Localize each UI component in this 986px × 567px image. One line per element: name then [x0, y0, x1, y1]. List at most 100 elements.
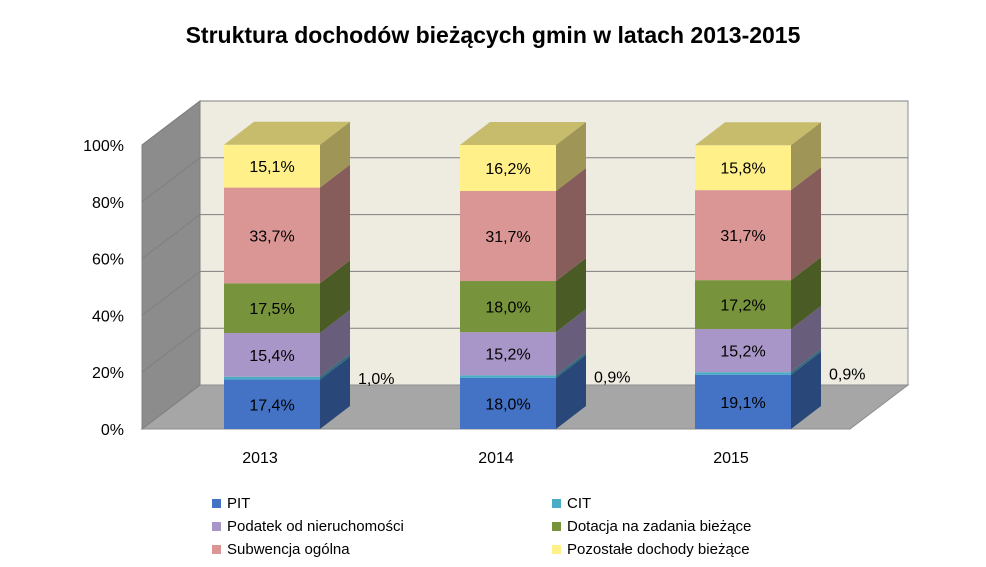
bar-front: [224, 333, 320, 377]
bar-top: [460, 122, 586, 145]
bar-side: [791, 349, 821, 375]
bar-side: [320, 353, 350, 380]
data-label: 19,1%: [720, 395, 765, 412]
legend-label: CIT: [567, 494, 592, 512]
bar-front: [695, 145, 791, 191]
data-label: 0,9%: [829, 366, 865, 383]
bar-side: [791, 167, 821, 281]
bar-segment: [695, 351, 821, 429]
bar-side: [320, 356, 350, 429]
bar-front: [460, 145, 556, 192]
data-label: 15,4%: [249, 348, 294, 365]
bar-side: [791, 306, 821, 373]
bar-segment: [695, 122, 821, 191]
bar-segment: [224, 260, 350, 334]
bar-segment: [460, 122, 586, 192]
bar-segment: [460, 309, 586, 376]
y-tick-label: 40%: [92, 308, 124, 325]
bar-segment: [460, 258, 586, 333]
bar-side: [320, 310, 350, 377]
bar-segment: [460, 352, 586, 378]
bar-segment: [224, 353, 350, 380]
bar-front: [460, 332, 556, 376]
bar-segment: [224, 356, 350, 429]
gridline: [141, 327, 908, 373]
legend-swatch: [552, 498, 561, 508]
data-label: 15,1%: [249, 159, 294, 176]
data-label: 17,4%: [249, 397, 294, 414]
legend-label: Podatek od nieruchomości: [227, 517, 404, 535]
bar-side: [320, 164, 350, 284]
y-tick-label: 20%: [92, 365, 124, 382]
bar-segment: [224, 164, 350, 284]
legend-item: PIT: [212, 494, 552, 512]
data-label: 18,0%: [485, 396, 530, 413]
gridline: [141, 100, 908, 146]
bar-segment: [224, 121, 350, 188]
bar-segment: [460, 168, 586, 282]
legend-label: Dotacja na zadania bieżące: [567, 517, 752, 535]
bar-side: [791, 351, 821, 429]
data-label: 18,0%: [485, 300, 530, 317]
legend-item: Dotacja na zadania bieżące: [552, 517, 832, 535]
bar-front: [224, 187, 320, 284]
bar-side: [556, 354, 586, 429]
data-label: 1,0%: [358, 371, 394, 388]
legend-item: Podatek od nieruchomości: [212, 517, 552, 535]
data-label: 15,2%: [720, 344, 765, 361]
bar-segment: [695, 349, 821, 375]
legend-label: Pozostałe dochody bieżące: [567, 540, 750, 558]
y-tick-label: 80%: [92, 195, 124, 212]
legend-item: Subwencja ogólna: [212, 540, 552, 558]
data-label: 16,2%: [485, 161, 530, 178]
bar-front: [460, 377, 556, 429]
bar-front: [460, 375, 556, 378]
gridline: [141, 270, 908, 316]
y-tick-label: 0%: [101, 422, 124, 439]
bar-front: [695, 374, 791, 429]
data-label: 31,7%: [485, 229, 530, 246]
gridline: [141, 157, 908, 203]
bar-side: [556, 309, 586, 376]
bar-front: [224, 144, 320, 188]
x-tick-label: 2015: [713, 450, 749, 467]
bar-side: [556, 352, 586, 378]
bar-front: [224, 283, 320, 334]
bar-segment: [695, 257, 821, 330]
bar-segment: [695, 306, 821, 373]
data-label: 0,9%: [594, 370, 630, 387]
bar-side: [320, 260, 350, 334]
bar-side: [791, 122, 821, 191]
chart-title: Struktura dochodów bieżących gmin w lata…: [185, 22, 801, 48]
legend-item: CIT: [552, 494, 832, 512]
legend-swatch: [212, 498, 221, 508]
bar-front: [695, 329, 791, 373]
bar-side: [556, 122, 586, 192]
legend-label: Subwencja ogólna: [227, 540, 350, 558]
legend-swatch: [552, 521, 561, 531]
data-label: 17,2%: [720, 298, 765, 315]
bar-top: [224, 121, 350, 145]
bar-front: [460, 191, 556, 282]
bar-front: [695, 372, 791, 375]
data-label: 31,7%: [720, 228, 765, 245]
bar-segment: [224, 310, 350, 377]
bar-front: [695, 280, 791, 330]
bar-segment: [460, 354, 586, 429]
bar-side: [556, 258, 586, 333]
bar-front: [224, 379, 320, 429]
data-label: 15,2%: [485, 347, 530, 364]
x-tick-label: 2014: [478, 450, 514, 467]
y-tick-label: 100%: [83, 138, 124, 155]
legend-swatch: [212, 521, 221, 531]
x-tick-label: 2013: [242, 450, 278, 467]
bar-top: [695, 122, 821, 146]
bar-front: [695, 190, 791, 281]
y-tick-label: 60%: [92, 252, 124, 269]
bar-front: [460, 281, 556, 333]
bar-side: [320, 121, 350, 188]
legend-label: PIT: [227, 494, 251, 512]
chart-legend: PIT CIT Podatek od nieruchomości Dotacja na…: [212, 494, 832, 558]
data-label: 15,8%: [720, 161, 765, 178]
